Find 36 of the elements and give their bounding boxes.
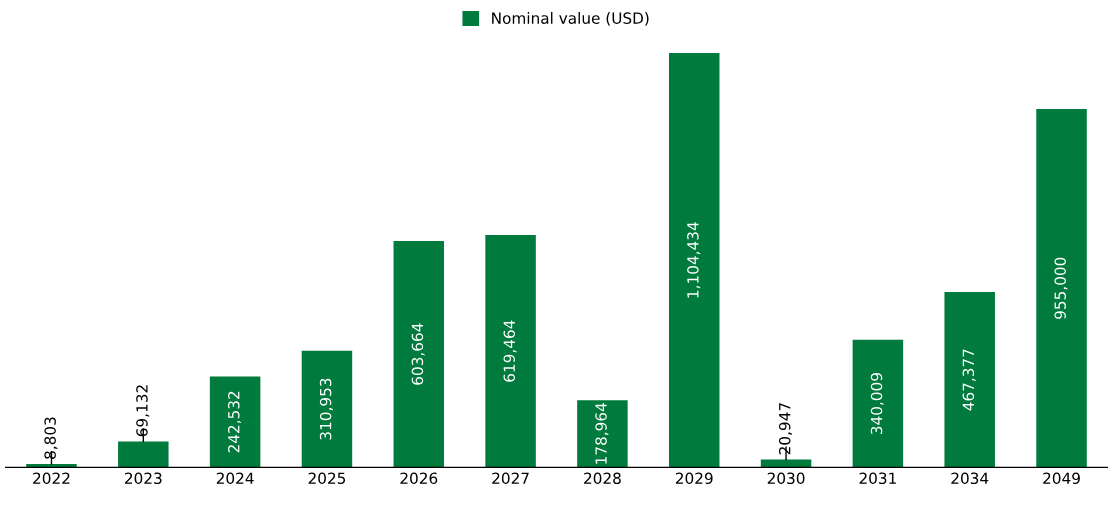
bar — [852, 339, 904, 468]
bar — [1036, 109, 1087, 468]
data-label: 467,377 — [962, 349, 976, 411]
data-label: 242,532 — [228, 391, 242, 453]
bar — [577, 400, 628, 468]
data-label: 178,964 — [595, 403, 609, 464]
x-tick-label: 2025 — [308, 472, 346, 485]
data-label: 310,953 — [319, 378, 333, 440]
x-tick-label: 2022 — [33, 472, 70, 485]
data-label: 340,009 — [870, 373, 884, 435]
x-tick-label: 2030 — [767, 472, 805, 485]
data-label: 8,803 — [44, 417, 58, 459]
bar — [944, 292, 995, 468]
bar — [26, 464, 77, 468]
x-tick-label: 2024 — [216, 472, 254, 485]
x-tick-label: 2023 — [124, 472, 162, 485]
data-label: 1,104,434 — [687, 222, 701, 298]
bar — [393, 240, 445, 468]
data-label: 20,947 — [778, 403, 793, 455]
legend-label: Nominal value (USD) — [492, 12, 649, 26]
bar — [209, 376, 261, 468]
x-tick-label: 2028 — [584, 472, 621, 485]
data-label: 619,464 — [503, 320, 517, 382]
data-label: 603,664 — [411, 323, 425, 385]
data-label: 955,000 — [1054, 257, 1068, 319]
bar — [301, 350, 353, 468]
bar — [485, 234, 536, 468]
x-tick-label: 2049 — [1043, 472, 1080, 485]
x-tick-label: 2034 — [951, 472, 989, 485]
data-label: 69,132 — [136, 385, 150, 437]
x-tick-label: 2029 — [675, 472, 713, 485]
bar — [668, 53, 720, 468]
x-tick-label: 2027 — [492, 472, 529, 485]
x-tick-label: 2031 — [859, 472, 896, 485]
bar — [118, 441, 169, 468]
x-tick-label: 2026 — [400, 472, 438, 485]
